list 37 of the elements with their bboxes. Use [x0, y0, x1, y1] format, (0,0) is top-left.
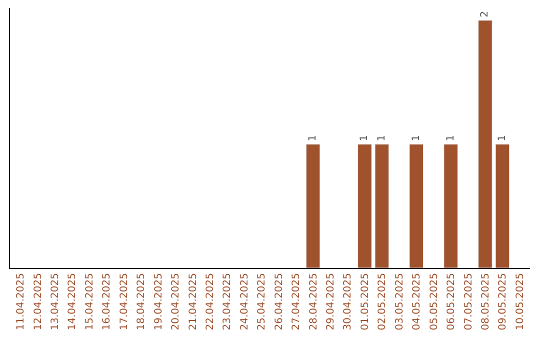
x-tick-label: 05.05.2025 [428, 273, 440, 330]
x-tick-label: 10.05.2025 [514, 273, 526, 330]
x-tick-label: 29.04.2025 [326, 273, 337, 330]
x-tick-label: 21.04.2025 [188, 273, 199, 330]
x-tick-label: 28.04.2025 [308, 273, 320, 330]
x-tick-label: 07.05.2025 [463, 273, 474, 330]
data-label: 1 [359, 134, 370, 142]
data-label: 1 [376, 134, 388, 142]
x-tick-label: 04.05.2025 [412, 273, 423, 330]
x-tick-label: 14.04.2025 [67, 273, 78, 330]
x-tick-label: 16.04.2025 [102, 273, 113, 330]
x-tick-label: 09.05.2025 [498, 273, 509, 330]
x-tick-label: 25.04.2025 [256, 273, 268, 330]
x-tick-label: 18.04.2025 [136, 273, 148, 330]
x-tick-label: 11.04.2025 [16, 273, 27, 330]
data-label: 1 [445, 134, 456, 142]
x-tick-label: 06.05.2025 [446, 273, 458, 330]
x-tick-label: 15.04.2025 [84, 273, 96, 330]
x-tick-label: 02.05.2025 [377, 273, 388, 330]
data-label: 2 [480, 11, 491, 18]
data-label: 1 [496, 134, 508, 142]
x-tick-label: 30.04.2025 [342, 273, 354, 330]
x-tick-label: 23.04.2025 [222, 273, 234, 330]
x-tick-label: 01.05.2025 [360, 273, 371, 330]
x-tick-label: 08.05.2025 [480, 273, 492, 330]
x-tick-label: 22.04.2025 [204, 273, 216, 330]
x-tick-label: 26.04.2025 [274, 273, 285, 330]
x-tick-label: 19.04.2025 [153, 273, 164, 330]
x-tick-label: 27.04.2025 [291, 273, 302, 330]
data-label: 1 [308, 134, 319, 142]
data-label: 1 [410, 134, 422, 142]
x-tick-label: 13.04.2025 [50, 273, 62, 330]
x-tick-label: 17.04.2025 [118, 273, 130, 330]
x-tick-label: 03.05.2025 [394, 273, 406, 330]
x-tick-label: 24.04.2025 [239, 273, 250, 330]
x-tick-label: 12.04.2025 [32, 273, 44, 330]
x-tick-label: 20.04.2025 [170, 273, 182, 330]
